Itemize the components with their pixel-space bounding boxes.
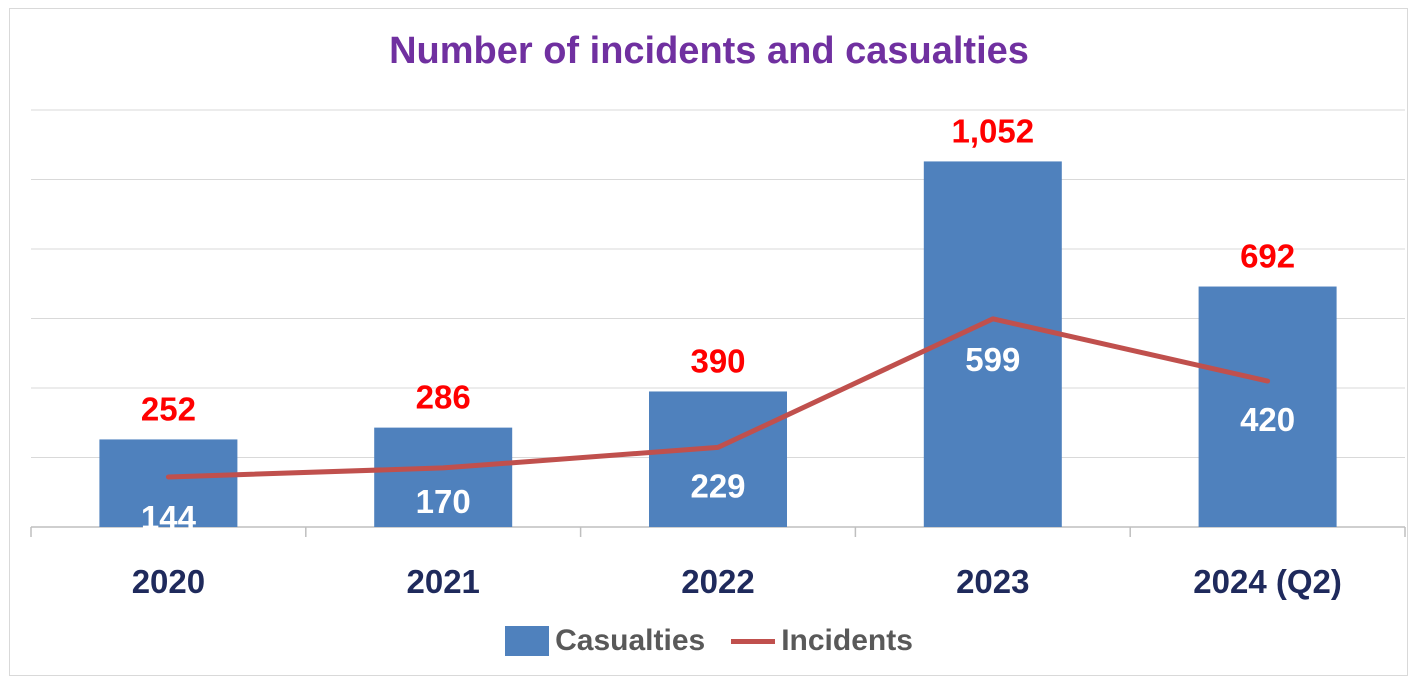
chart-title: Number of incidents and casualties [389, 30, 1029, 72]
legend-label-casualties: Casualties [555, 624, 706, 657]
line-value-label: 229 [690, 467, 745, 504]
chart-frame [9, 8, 1408, 676]
x-tick-label: 2022 [681, 563, 754, 600]
incidents-line [165, 316, 1271, 480]
legend-swatch-casualties [505, 626, 550, 656]
legend-label-incidents: Incidents [781, 624, 913, 657]
line-value-label: 144 [141, 499, 197, 536]
bar-2022 [649, 391, 787, 527]
bar-2021 [374, 427, 513, 527]
line-value-label: 170 [416, 483, 471, 520]
bar-2020 [99, 439, 238, 527]
x-tick-label: 2023 [956, 563, 1029, 600]
bar-value-label: 1,052 [952, 112, 1035, 149]
chart-legend: Casualties Incidents [0, 624, 1418, 658]
legend-swatch-incidents [731, 638, 776, 644]
bar-value-label: 390 [690, 342, 745, 379]
bar-value-label: 692 [1240, 238, 1295, 275]
bar-value-label: 252 [141, 390, 196, 427]
legend-item-casualties: Casualties [505, 624, 705, 658]
line-value-label: 599 [965, 341, 1020, 378]
line-value-label: 420 [1240, 401, 1295, 438]
legend-item-incidents: Incidents [731, 624, 913, 658]
x-tick-label: 2024 (Q2) [1193, 563, 1342, 600]
bar-2024-q2- [1198, 286, 1337, 527]
bar-2023 [923, 161, 1062, 527]
x-tick-label: 2020 [132, 563, 205, 600]
x-tick-label: 2021 [406, 563, 479, 600]
bar-value-label: 286 [416, 379, 471, 416]
